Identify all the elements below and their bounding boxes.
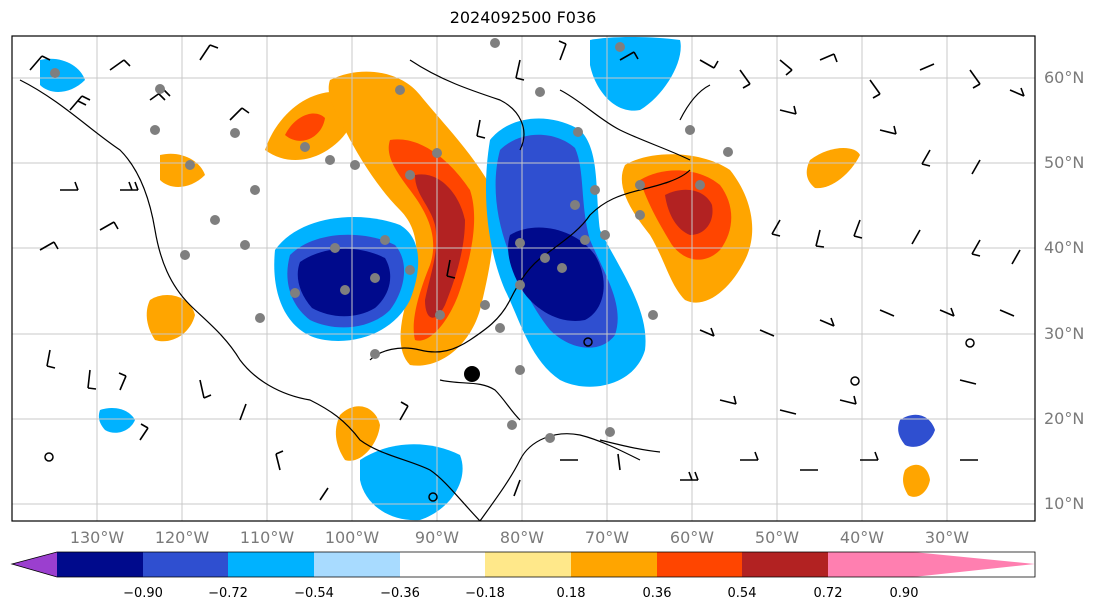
lon-label-50w: 50°W xyxy=(754,528,800,547)
colorbar-tick: 0.72 xyxy=(813,586,843,601)
lat-label-20n: 20°N xyxy=(1044,409,1085,428)
lon-label-90w: 90°W xyxy=(414,528,460,547)
gridlines xyxy=(12,36,1035,521)
chart-title: 2024092500 F036 xyxy=(449,8,597,27)
lat-label-30n: 30°N xyxy=(1044,324,1085,343)
lon-label-60w: 60°W xyxy=(669,528,715,547)
colorbar-tick: −0.90 xyxy=(123,586,163,601)
colorbar-segment-4 xyxy=(314,552,400,577)
colorbar-segment-9 xyxy=(742,552,828,577)
lat-label-10n: 10°N xyxy=(1044,494,1085,513)
colorbar-segment-2 xyxy=(143,552,228,577)
lat-label-40n: 40°N xyxy=(1044,238,1085,257)
lon-label-110w: 110°W xyxy=(239,528,295,547)
colorbar-tick: −0.36 xyxy=(380,586,420,601)
colorbar-segment-8 xyxy=(657,552,742,577)
colorbar-tick: 0.54 xyxy=(727,586,757,601)
colorbar-tick: −0.54 xyxy=(294,586,334,601)
colorbar-segment-6 xyxy=(485,552,571,577)
colorbar-segment-1 xyxy=(57,552,143,577)
lon-label-130w: 130°W xyxy=(69,528,125,547)
lon-label-120w: 120°W xyxy=(154,528,210,547)
storm-center-marker xyxy=(464,366,480,382)
colorbar xyxy=(10,551,1036,578)
lon-label-80w: 80°W xyxy=(499,528,545,547)
colorbar-segment-5 xyxy=(400,552,485,577)
colorbar-segment-10 xyxy=(828,552,1035,577)
colorbar-segment-3 xyxy=(228,552,314,577)
lat-label-50n: 50°N xyxy=(1044,153,1085,172)
colorbar-tick: 0.18 xyxy=(556,586,586,601)
colorbar-tick: 0.36 xyxy=(642,586,672,601)
station-markers xyxy=(50,38,733,443)
lat-label-60n: 60°N xyxy=(1044,68,1085,87)
wind-barbs xyxy=(29,40,1025,501)
lon-label-40w: 40°W xyxy=(839,528,885,547)
colorbar-segment-0 xyxy=(12,552,57,577)
coastlines xyxy=(19,59,711,521)
colorbar-tick: −0.72 xyxy=(208,586,248,601)
colorbar-tick: −0.18 xyxy=(465,586,505,601)
colorbar-segment-7 xyxy=(571,552,657,577)
colorbar-tick: 0.90 xyxy=(889,586,919,601)
lon-label-30w: 30°W xyxy=(924,528,970,547)
lon-label-100w: 100°W xyxy=(324,528,380,547)
lon-label-70w: 70°W xyxy=(584,528,630,547)
sky-cover-symbols xyxy=(44,337,975,502)
